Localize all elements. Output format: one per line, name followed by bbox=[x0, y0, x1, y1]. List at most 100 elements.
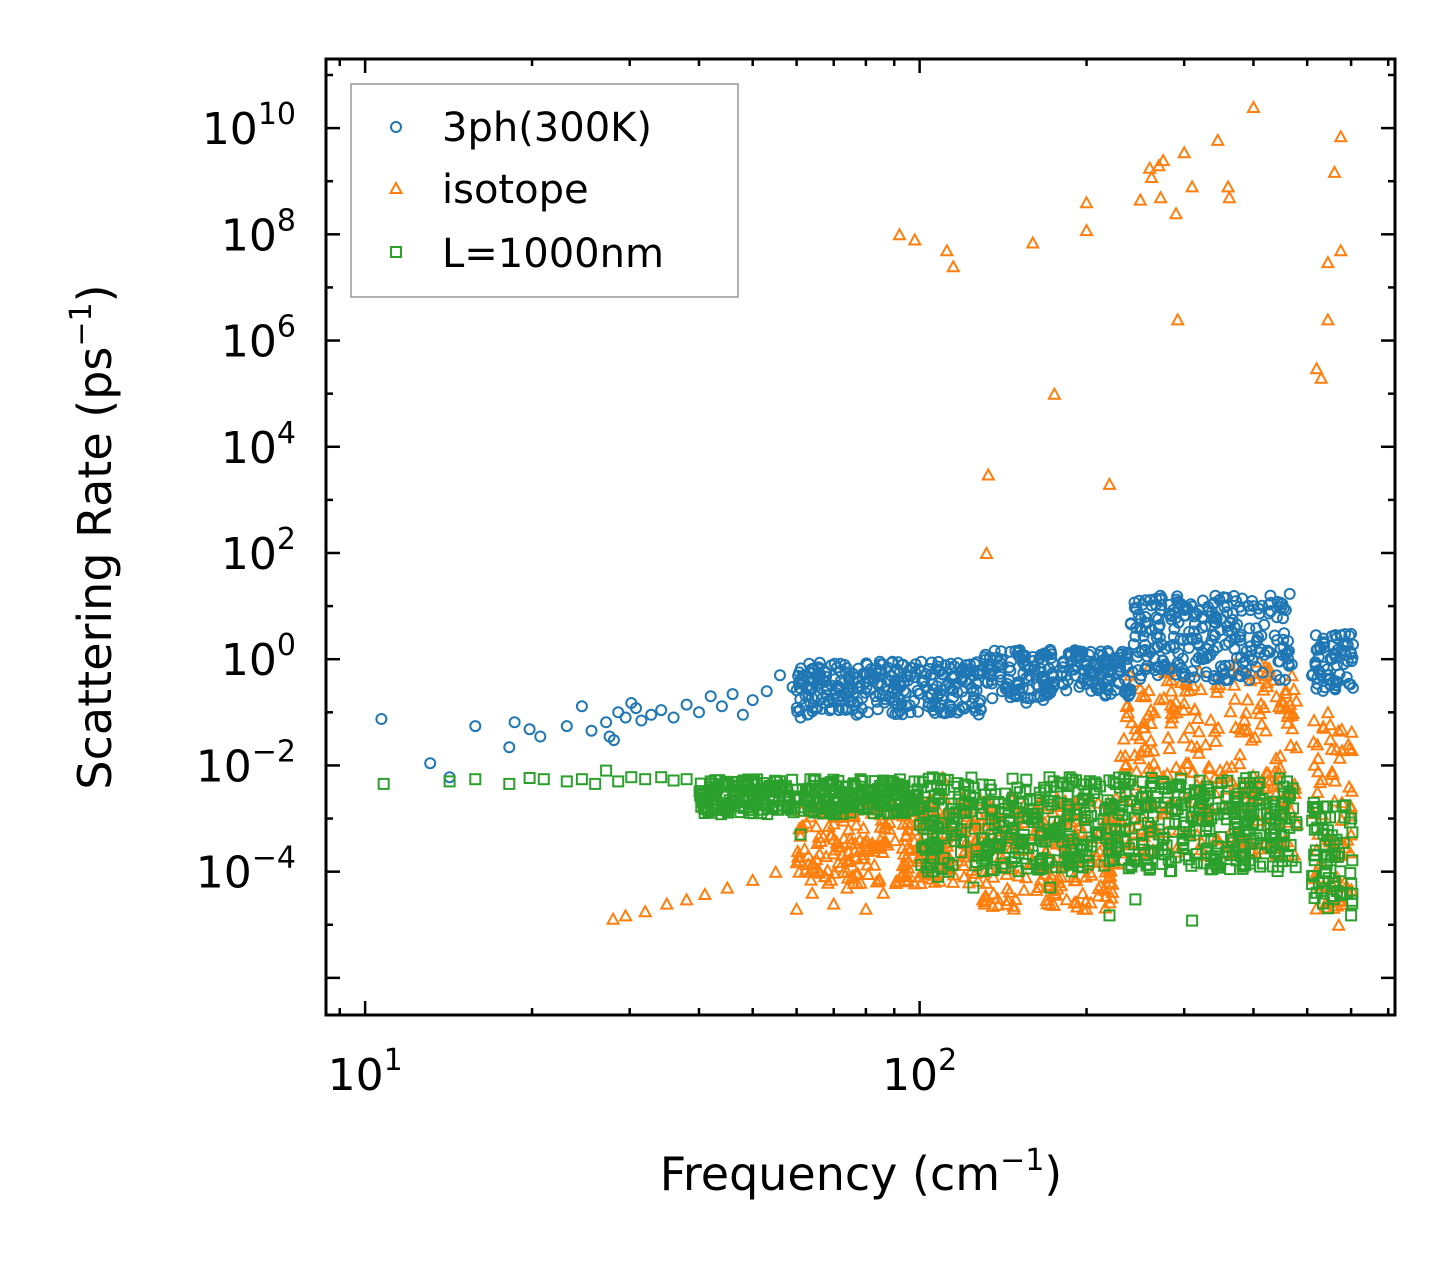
band-marker bbox=[1308, 823, 1321, 836]
band-marker bbox=[965, 771, 978, 784]
band-marker bbox=[839, 854, 855, 868]
data-point bbox=[1341, 886, 1353, 899]
data-point bbox=[619, 711, 632, 724]
band-marker bbox=[1124, 617, 1137, 630]
band-marker bbox=[887, 682, 900, 695]
band-marker bbox=[1201, 649, 1214, 662]
band-marker bbox=[811, 863, 827, 877]
data-point bbox=[1026, 651, 1039, 663]
band-marker bbox=[970, 856, 983, 868]
band-marker bbox=[1145, 771, 1158, 784]
band-marker bbox=[1193, 682, 1209, 696]
band-marker bbox=[1169, 817, 1182, 830]
band-marker bbox=[1202, 760, 1217, 774]
band-marker bbox=[804, 683, 817, 696]
band-marker bbox=[1306, 713, 1322, 727]
band-marker bbox=[1016, 882, 1032, 896]
data-point bbox=[943, 677, 956, 690]
band-marker bbox=[1121, 685, 1134, 698]
data-point bbox=[645, 708, 658, 721]
band-marker bbox=[1316, 897, 1329, 910]
data-point bbox=[720, 880, 735, 894]
data-point bbox=[985, 674, 998, 687]
band-marker bbox=[1306, 869, 1319, 882]
band-marker bbox=[930, 842, 943, 855]
band-marker bbox=[892, 656, 905, 669]
band-marker bbox=[1192, 812, 1205, 825]
data-point bbox=[826, 896, 841, 910]
band-marker bbox=[859, 686, 872, 699]
band-marker bbox=[1006, 772, 1019, 785]
band-marker bbox=[1169, 760, 1184, 774]
band-marker bbox=[856, 847, 871, 861]
data-point bbox=[834, 665, 847, 677]
band-marker bbox=[791, 864, 807, 878]
band-marker bbox=[1318, 641, 1331, 654]
band-marker bbox=[1234, 805, 1247, 818]
data-point bbox=[1247, 771, 1260, 784]
band-marker bbox=[1346, 826, 1359, 839]
data-point bbox=[1103, 909, 1116, 922]
data-point bbox=[1152, 828, 1165, 841]
band-marker bbox=[1321, 663, 1334, 676]
y-tick-label: 108 bbox=[221, 203, 296, 261]
band-marker bbox=[1166, 802, 1179, 815]
band-marker bbox=[1162, 817, 1175, 830]
band-marker bbox=[1253, 696, 1269, 710]
band-marker bbox=[947, 691, 960, 704]
band-marker bbox=[1002, 673, 1015, 686]
data-point bbox=[667, 711, 680, 724]
band-marker bbox=[1228, 719, 1243, 733]
band-marker bbox=[1259, 765, 1274, 779]
band-marker bbox=[802, 864, 817, 878]
band-marker bbox=[1155, 638, 1168, 651]
band-marker bbox=[1094, 678, 1107, 691]
band-marker bbox=[917, 806, 930, 819]
band-marker bbox=[887, 833, 903, 847]
band-marker bbox=[1280, 715, 1295, 729]
band-marker bbox=[1181, 633, 1194, 645]
data-point bbox=[534, 730, 547, 743]
band-marker bbox=[915, 655, 928, 668]
data-point bbox=[639, 773, 652, 786]
data-point bbox=[1186, 632, 1199, 645]
legend-marker-isotope bbox=[388, 180, 404, 194]
data-point bbox=[612, 775, 625, 788]
band-marker bbox=[1124, 683, 1137, 696]
band-marker bbox=[861, 839, 877, 853]
data-point bbox=[600, 764, 613, 777]
data-point bbox=[1246, 99, 1261, 113]
band-marker bbox=[957, 869, 972, 883]
band-marker bbox=[849, 817, 864, 831]
band-marker bbox=[1136, 715, 1151, 729]
x-tick-label: 102 bbox=[882, 1043, 957, 1101]
data-point bbox=[1114, 824, 1127, 837]
band-marker bbox=[1085, 684, 1098, 697]
data-point bbox=[704, 775, 717, 788]
band-marker bbox=[1152, 612, 1165, 625]
data-point bbox=[607, 734, 620, 747]
band-marker bbox=[843, 673, 855, 686]
band-marker bbox=[1143, 862, 1156, 875]
band-marker bbox=[1129, 852, 1142, 865]
data-point bbox=[1160, 673, 1175, 687]
data-point bbox=[805, 885, 820, 899]
band-marker bbox=[1317, 637, 1330, 650]
band-marker bbox=[1224, 759, 1239, 773]
band-marker bbox=[821, 689, 834, 702]
band-marker bbox=[985, 863, 998, 876]
band-marker bbox=[1214, 624, 1227, 637]
data-point bbox=[1310, 886, 1323, 899]
band-marker bbox=[1329, 800, 1342, 813]
band-marker bbox=[842, 681, 855, 694]
band-marker bbox=[1174, 763, 1190, 777]
y-tick-label: 100 bbox=[221, 628, 296, 686]
band-marker bbox=[1111, 667, 1124, 679]
band-marker bbox=[1137, 630, 1150, 643]
band-marker bbox=[1272, 760, 1288, 774]
band-marker bbox=[1083, 800, 1096, 813]
band-marker bbox=[970, 843, 983, 856]
band-marker bbox=[1104, 797, 1117, 810]
band-marker bbox=[1136, 838, 1149, 851]
band-marker bbox=[923, 663, 936, 675]
